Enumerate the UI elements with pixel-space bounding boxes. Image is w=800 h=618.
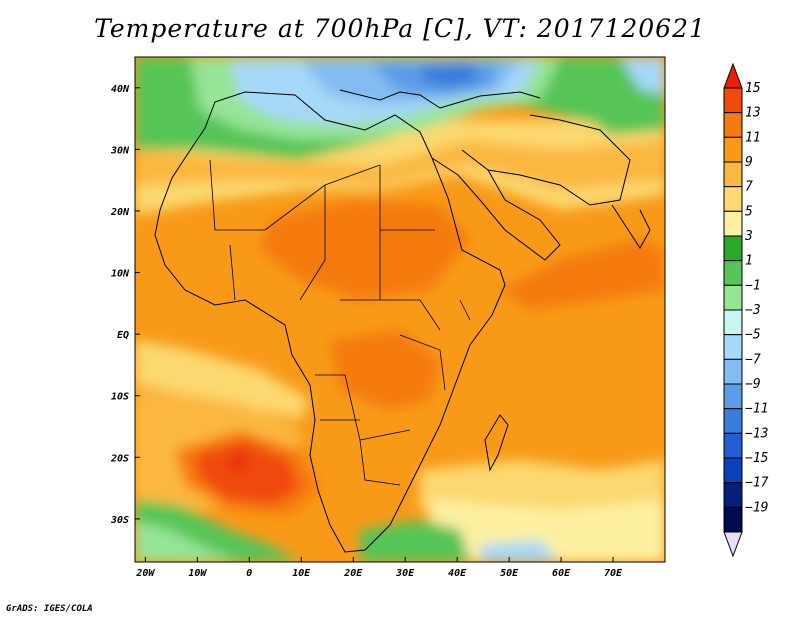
colorbar-label: 13 (745, 106, 761, 121)
colorbar-swatch (723, 482, 743, 508)
colorbar-bottom-arrow (723, 531, 743, 558)
colorbar-label: 11 (745, 130, 761, 145)
lat-tick-label: EQ (117, 330, 129, 341)
colorbar-swatch (723, 112, 743, 138)
colorbar-labels: 15 13 11 9 7 5 3 1 −1 −3 −5 −7 −9 −11 −13 −15 −17 −19 (744, 81, 769, 515)
colorbar-label: 7 (745, 180, 753, 195)
colorbar-label: −9 (745, 377, 761, 392)
colorbar-label: 1 (745, 254, 753, 269)
colorbar-swatch (723, 161, 743, 188)
colorbar-label: 5 (745, 204, 753, 219)
colorbar-swatch (723, 383, 743, 410)
colorbar-swatch (723, 358, 743, 385)
lat-tick-label: 30S (110, 515, 129, 526)
colorbar-label: −7 (745, 352, 761, 367)
colorbar-label: −3 (745, 303, 761, 318)
lon-tick-label: 0 (246, 568, 252, 579)
longitude-axis: 20W 10W 0 10E 20E 30E 40E 50E 60E 70E (135, 557, 623, 579)
lon-tick-label: 60E (552, 568, 571, 579)
colorbar-label: 15 (745, 81, 761, 96)
lat-tick-label: 10S (111, 392, 129, 403)
colorbar-swatches (723, 62, 743, 558)
map-frame (134, 56, 666, 563)
colorbar-swatch (723, 408, 743, 434)
country-borders (209, 159, 471, 486)
lon-tick-label: 10E (292, 568, 311, 579)
colorbar-label: −13 (745, 426, 768, 441)
colorbar-swatch (723, 457, 743, 484)
colorbar-swatch (723, 136, 743, 163)
colorbar-label: −11 (745, 402, 768, 417)
colorbar-swatch (723, 334, 743, 360)
colorbar-swatch (723, 506, 743, 533)
coastlines (154, 89, 651, 553)
credit-label: GrADS: IGES/COLA (6, 604, 93, 614)
colorbar-swatch (723, 235, 743, 262)
lon-tick-label: 40E (448, 568, 467, 579)
lat-tick-label: 20S (110, 453, 129, 464)
lat-tick-label: 30N (110, 145, 130, 156)
temperature-field (135, 57, 665, 562)
lon-tick-label: 70E (604, 568, 623, 579)
colorbar-label: −19 (745, 500, 768, 515)
colorbar-swatch (723, 309, 743, 336)
colorbar-swatch (723, 260, 743, 286)
colorbar-label: −5 (745, 328, 761, 343)
lon-tick-label: 20E (343, 568, 363, 579)
colorbar-swatch (723, 432, 743, 459)
colorbar-label: 3 (744, 229, 753, 244)
colorbar-top-arrow (723, 62, 743, 89)
colorbar-label: 9 (745, 155, 753, 170)
lon-tick-label: 50E (500, 568, 519, 579)
colorbar-swatch (723, 210, 743, 237)
map-title: Temperature at 700hPa [C], VT: 201712062… (94, 14, 706, 43)
colorbar-label: −17 (745, 476, 769, 491)
colorbar-label: −1 (745, 278, 761, 293)
lat-tick-label: 40N (111, 84, 130, 95)
latitude-axis: 40N 30N 20N 10N EQ 10S 20S 30S (110, 84, 140, 526)
lon-tick-label: 20W (135, 568, 155, 579)
lat-tick-label: 10N (111, 269, 130, 280)
colorbar-swatch (723, 87, 743, 114)
lon-tick-label: 30E (395, 568, 415, 579)
colorbar-label: −15 (745, 451, 769, 466)
lat-tick-label: 20N (110, 207, 130, 218)
colorbar-swatch (723, 284, 743, 311)
colorbar-swatch (723, 186, 743, 212)
lon-tick-label: 10W (188, 568, 207, 579)
